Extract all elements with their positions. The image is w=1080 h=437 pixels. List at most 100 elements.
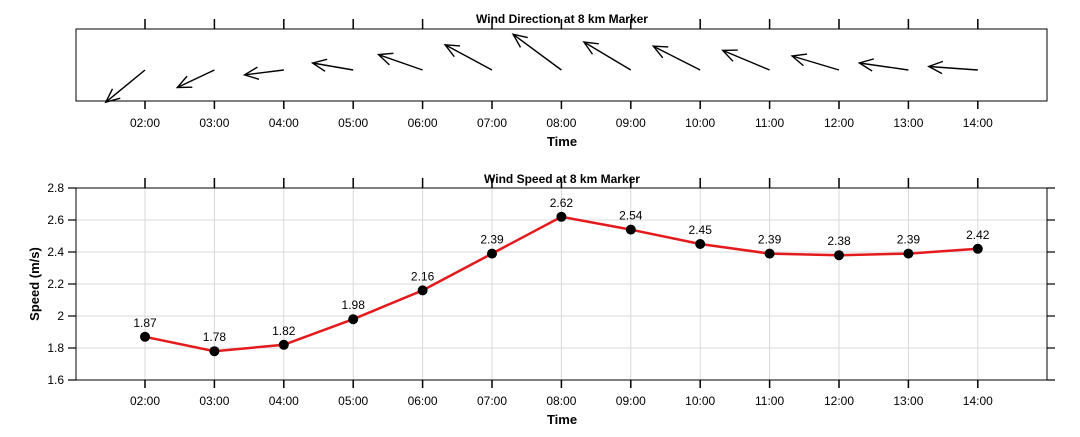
x-tick-label: 06:00	[408, 116, 438, 130]
wind-speed-x-axis-label: Time	[547, 412, 577, 427]
wind-arrow-head	[790, 53, 808, 67]
x-tick-label: 12:00	[824, 394, 854, 408]
wind-arrow-shaft	[722, 49, 770, 71]
wind-arrow	[582, 41, 632, 71]
wind-speed-y-tick-labels: 1.6 1.8 2 2.2 2.4 2.6 2.8	[47, 181, 64, 387]
wind-arrow-shaft	[583, 41, 632, 71]
wind-arrow	[310, 58, 354, 72]
wind-speed-point	[209, 346, 220, 357]
x-tick-label: 03:00	[199, 116, 229, 130]
x-tick-label: 07:00	[477, 394, 507, 408]
wind-arrow	[857, 58, 909, 72]
wind-arrow-shaft	[652, 45, 701, 71]
x-tick-label: 08:00	[546, 394, 576, 408]
wind-speed-data-label: 2.62	[550, 196, 574, 210]
y-tick-label: 2.6	[47, 213, 64, 227]
wind-arrow-head	[857, 58, 875, 72]
wind-direction-x-ticks	[144, 19, 979, 109]
wind-arrow	[376, 52, 423, 71]
wind-speed-point	[556, 211, 567, 222]
wind-arrow-head	[927, 60, 944, 75]
x-tick-label: 14:00	[963, 116, 993, 130]
wind-arrow-head	[651, 45, 669, 59]
wind-speed-x-tick-labels: 02:00 03:00 04:00 05:00 06:00 07:00 08:00 09:00…	[130, 394, 993, 408]
wind-speed-point	[764, 248, 775, 259]
wind-direction-panel: Wind Direction at 8 km Marker 02:00 03:00…	[75, 12, 1048, 149]
wind-speed-data-label: 1.82	[272, 324, 296, 338]
x-tick-label: 05:00	[338, 116, 368, 130]
wind-speed-data-label: 1.78	[203, 330, 227, 344]
wind-arrow-head	[443, 43, 461, 58]
wind-arrow-shaft	[928, 65, 978, 71]
wind-arrow-shaft	[512, 33, 562, 71]
y-tick-label: 1.8	[47, 341, 64, 355]
x-tick-label: 11:00	[755, 394, 784, 408]
wind-arrow-head	[175, 75, 193, 89]
x-tick-label: 04:00	[269, 116, 299, 130]
wind-arrow-head	[242, 66, 260, 80]
wind-arrow-shaft	[312, 62, 354, 71]
wind-arrow-shaft	[105, 69, 146, 103]
x-tick-label: 03:00	[199, 394, 229, 408]
wind-arrow-head	[310, 58, 328, 72]
wind-speed-point	[972, 243, 983, 254]
wind-arrow-shaft	[444, 44, 493, 71]
wind-arrow	[721, 49, 770, 71]
wind-speed-data-labels: 1.87 1.78 1.82 1.98 2.16 2.39 2.62 2.54 2.45 2.39…	[133, 196, 989, 344]
x-tick-label: 12:00	[824, 116, 854, 130]
wind-speed-points	[140, 211, 983, 357]
wind-arrow-head	[511, 33, 528, 48]
x-tick-label: 13:00	[893, 116, 923, 130]
wind-arrow-shaft	[244, 69, 284, 76]
x-tick-label: 09:00	[616, 116, 646, 130]
wind-speed-data-label: 2.42	[966, 228, 990, 242]
wind-speed-data-label: 2.45	[689, 223, 713, 237]
wind-speed-data-label: 2.16	[411, 269, 435, 283]
x-tick-label: 02:00	[130, 116, 160, 130]
wind-speed-data-label: 1.87	[133, 316, 157, 330]
x-tick-label: 08:00	[546, 116, 576, 130]
wind-arrow-head	[721, 49, 738, 62]
wind-speed-point	[487, 248, 497, 259]
wind-speed-data-label: 2.38	[827, 234, 851, 248]
wind-speed-data-label: 2.39	[897, 233, 921, 247]
wind-arrow	[104, 69, 146, 104]
x-tick-label: 07:00	[477, 116, 507, 130]
wind-arrow-shaft	[791, 55, 840, 71]
wind-speed-data-label: 2.39	[758, 233, 782, 247]
x-tick-label: 13:00	[893, 394, 923, 408]
wind-speed-point	[695, 239, 706, 249]
wind-speed-point	[625, 224, 636, 235]
wind-arrow	[242, 66, 284, 80]
wind-speed-title: Wind Speed at 8 km Marker	[484, 172, 640, 186]
x-tick-label: 06:00	[408, 394, 438, 408]
y-tick-label: 2.2	[47, 277, 64, 291]
wind-speed-point	[417, 285, 428, 296]
wind-speed-point	[348, 314, 359, 325]
wind-speed-data-label: 2.54	[619, 209, 643, 223]
x-tick-label: 10:00	[685, 394, 715, 408]
wind-speed-data-label: 2.39	[480, 233, 504, 247]
wind-arrow-shaft	[378, 53, 423, 71]
wind-speed-point	[903, 248, 914, 259]
wind-speed-data-label: 1.98	[342, 298, 366, 312]
wind-arrow	[175, 69, 215, 89]
wind-arrow-head	[376, 52, 394, 66]
wind-direction-x-axis-label: Time	[547, 134, 577, 149]
wind-direction-x-tick-labels: 02:00 03:00 04:00 05:00 06:00 07:00 08:00 09:00…	[130, 116, 993, 130]
y-tick-label: 2.4	[47, 245, 64, 259]
x-tick-label: 10:00	[685, 116, 715, 130]
wind-direction-plot-frame	[75, 28, 1048, 102]
wind-arrow-head	[104, 88, 121, 104]
x-tick-label: 05:00	[338, 394, 368, 408]
wind-arrow	[790, 53, 840, 71]
x-tick-label: 14:00	[963, 394, 993, 408]
wind-speed-panel: Wind Speed at 8 km Marker 02:00 03:00 04:0…	[27, 172, 1055, 427]
wind-arrow-head	[582, 41, 599, 55]
y-tick-label: 1.6	[47, 373, 64, 387]
wind-arrow-shaft	[177, 69, 215, 89]
wind-direction-arrows	[104, 33, 978, 104]
y-tick-label: 2	[57, 309, 64, 323]
wind-speed-y-axis-label: Speed (m/s)	[27, 247, 42, 321]
